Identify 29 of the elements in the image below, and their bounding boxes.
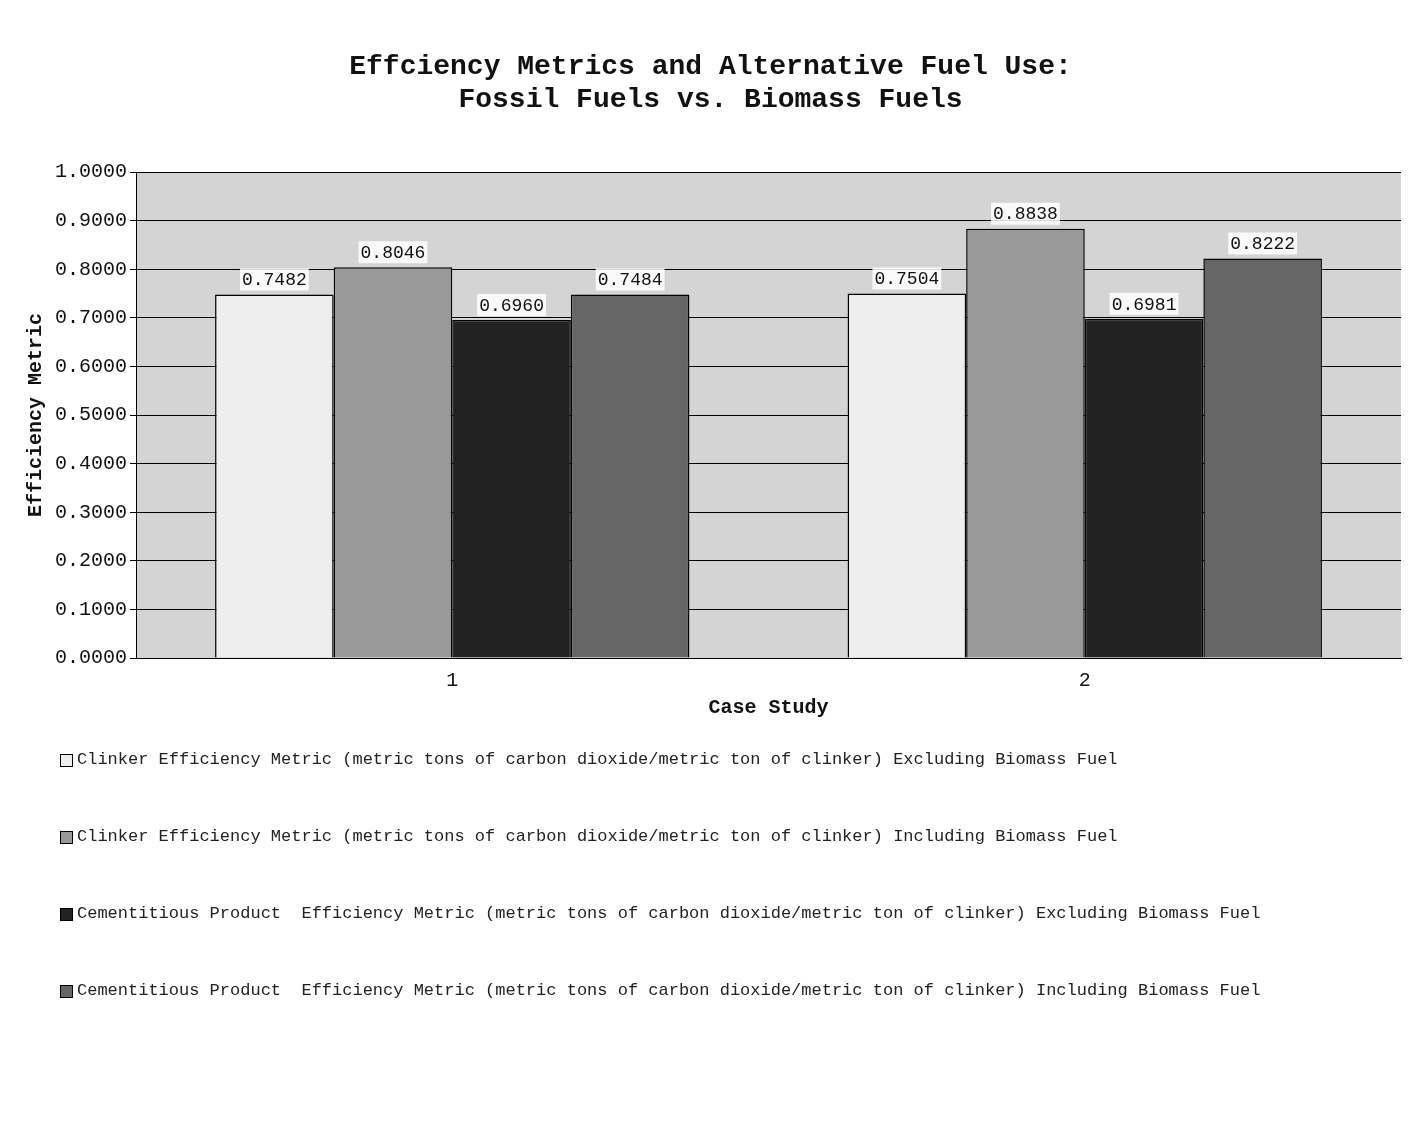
- text: Effciency Metrics and Alternative Fuel Use:: [349, 50, 1072, 82]
- data-label: 0.7504: [874, 269, 940, 290]
- x-tick-label: 2: [1078, 669, 1091, 693]
- legend-label: Clinker Efficiency Metric (metric tons of carbon dioxide/metric ton of clinker) Including Biomass Fuel: [77, 827, 1118, 846]
- y-tick-label: 0.8000: [55, 257, 128, 281]
- y-axis-title: Efficiency Metric: [24, 313, 48, 518]
- data-label: 0.7482: [241, 270, 307, 291]
- data-label: 0.6960: [479, 295, 544, 316]
- y-tick-label: 0.9000: [55, 209, 128, 233]
- data-label: 0.8838: [993, 204, 1058, 225]
- y-tick-label: 0.6000: [55, 354, 128, 378]
- legend-label: Cementitious Product Efficiency Metric (metric tons of carbon dioxide/metric ton of clinker) Including Biomass Fuel: [77, 981, 1261, 1000]
- y-tick-label: 0.4000: [55, 451, 128, 475]
- y-tick-label: 0.3000: [55, 500, 128, 524]
- data-label: 0.8222: [1230, 234, 1296, 255]
- y-tick-label: 0.0000: [55, 646, 128, 670]
- text: Fossil Fuels vs. Biomass Fuels: [458, 84, 963, 116]
- y-tick-label: 0.7000: [55, 306, 128, 330]
- data-label: 0.6981: [1111, 294, 1177, 315]
- y-tick-label: 0.5000: [55, 403, 128, 427]
- legend-label: Cementitious Product Efficiency Metric (metric tons of carbon dioxide/metric ton of clinker) Excluding Biomass Fuel: [77, 904, 1261, 923]
- y-tick-label: 0.2000: [55, 549, 128, 573]
- legend-label: Clinker Efficiency Metric (metric tons of carbon dioxide/metric ton of clinker) Excluding Biomass Fuel: [77, 750, 1118, 769]
- data-label: 0.7484: [597, 270, 663, 291]
- y-tick-label: 1.0000: [55, 160, 128, 184]
- data-label: 0.8046: [360, 242, 426, 263]
- x-axis-title: Case Study: [708, 696, 829, 720]
- x-tick-label: 1: [446, 669, 459, 693]
- y-tick-label: 0.1000: [55, 597, 128, 621]
